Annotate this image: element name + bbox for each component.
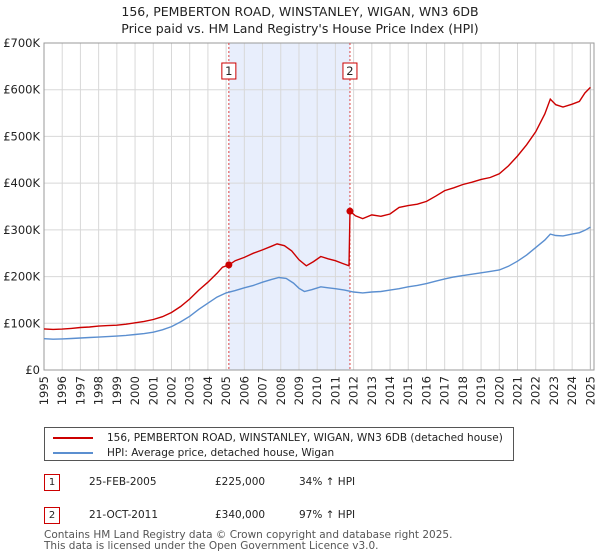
- x-tick-label: 2010: [310, 376, 324, 405]
- x-tick-label: 1999: [110, 376, 124, 405]
- sale-hpi-change: 34% ↑ HPI: [299, 476, 356, 488]
- x-tick-label: 2017: [438, 376, 452, 405]
- chart-subtitle: Price paid vs. HM Land Registry's House …: [121, 21, 478, 36]
- x-tick-label: 2014: [383, 376, 397, 405]
- legend-label-property: 156, PEMBERTON ROAD, WINSTANLEY, WIGAN, …: [107, 431, 503, 444]
- x-tick-label: 2002: [164, 376, 178, 405]
- x-tick-label: 2015: [401, 376, 415, 405]
- x-tick-label: 2009: [292, 376, 306, 405]
- sale-price: £340,000: [215, 509, 266, 521]
- x-tick-label: 2023: [547, 376, 561, 405]
- series-line-hpi: [43, 226, 591, 340]
- x-tick-label: 1996: [55, 376, 69, 405]
- x-tick-label: 2021: [511, 376, 525, 405]
- legend-item-property: 156, PEMBERTON ROAD, WINSTANLEY, WIGAN, …: [53, 430, 503, 445]
- x-tick-label: 2011: [328, 376, 342, 405]
- x-tick-label: 2008: [274, 376, 288, 405]
- x-tick-label: 2012: [347, 376, 361, 405]
- series-line-property: [43, 86, 591, 331]
- shaded-period: [228, 43, 350, 370]
- footer-line-2: This data is licensed under the Open Gov…: [44, 540, 379, 552]
- price-chart: 156, PEMBERTON ROAD, WINSTANLEY, WIGAN, …: [3, 4, 597, 405]
- x-tick-label: 2024: [565, 376, 579, 405]
- footer-attribution: Contains HM Land Registry data © Crown c…: [44, 530, 584, 552]
- legend-label-hpi: HPI: Average price, detached house, Wiga…: [107, 446, 335, 459]
- sale-price: £225,000: [215, 476, 266, 488]
- plot-border: [43, 42, 595, 371]
- y-tick-label: £700K: [3, 36, 40, 50]
- y-tick-label: £200K: [3, 270, 40, 284]
- footer-line-1: Contains HM Land Registry data © Crown c…: [44, 529, 453, 541]
- x-tick-label: 2000: [128, 376, 142, 405]
- x-tick-label: 2007: [256, 376, 270, 405]
- x-tick-label: 2013: [365, 376, 379, 405]
- sale-date: 25-FEB-2005: [89, 476, 157, 488]
- annotation-box: [221, 62, 237, 80]
- y-tick-label: £400K: [3, 176, 40, 190]
- annotation-label: 2: [346, 64, 353, 78]
- x-tick-label: 2020: [492, 376, 506, 405]
- sale-marker: [225, 261, 233, 269]
- x-tick-label: 2006: [237, 376, 251, 405]
- sale-number-badge: 1: [44, 474, 60, 491]
- y-tick-label: £300K: [3, 223, 40, 237]
- y-tick-label: £500K: [3, 129, 40, 143]
- x-tick-label: 2016: [419, 376, 433, 405]
- legend-item-hpi: HPI: Average price, detached house, Wiga…: [53, 445, 334, 460]
- x-tick-label: 2025: [583, 376, 597, 405]
- y-tick-label: £0: [25, 363, 40, 377]
- x-tick-label: 1997: [73, 376, 87, 405]
- sale-row: 2 21-OCT-2011 £340,000 97% ↑ HPI: [44, 507, 564, 527]
- sale-number-badge: 2: [44, 507, 60, 524]
- legend-line-red-icon: [53, 436, 93, 439]
- y-tick-label: £600K: [3, 83, 40, 97]
- x-tick-label: 2005: [219, 376, 233, 405]
- sale-hpi-change: 97% ↑ HPI: [299, 509, 356, 521]
- x-tick-label: 2019: [474, 376, 488, 405]
- chart-title: 156, PEMBERTON ROAD, WINSTANLEY, WIGAN, …: [121, 4, 478, 19]
- x-tick-label: 2018: [456, 376, 470, 405]
- y-tick-label: £100K: [3, 316, 40, 330]
- legend-line-blue-icon: [53, 451, 93, 454]
- annotation-box: [342, 62, 358, 80]
- sale-date: 21-OCT-2011: [89, 509, 158, 521]
- annotation-label: 1: [225, 64, 232, 78]
- sale-marker: [346, 207, 354, 215]
- chart-legend: 156, PEMBERTON ROAD, WINSTANLEY, WIGAN, …: [44, 427, 514, 461]
- x-tick-label: 1998: [92, 376, 106, 405]
- x-tick-label: 2003: [183, 376, 197, 405]
- x-tick-label: 1995: [37, 376, 51, 405]
- x-tick-label: 2001: [146, 376, 160, 405]
- x-tick-label: 2004: [201, 376, 215, 405]
- x-tick-label: 2022: [529, 376, 543, 405]
- sale-row: 1 25-FEB-2005 £225,000 34% ↑ HPI: [44, 474, 564, 494]
